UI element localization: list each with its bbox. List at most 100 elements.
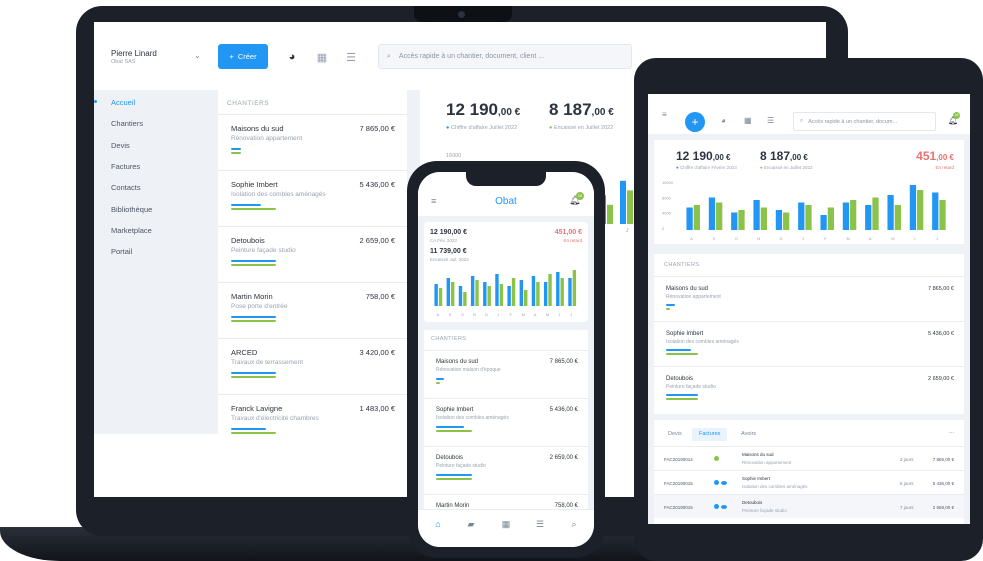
sidebar-item-portail[interactable]: Portail <box>111 247 133 257</box>
list-item[interactable]: Sophie Imbert Isolation des combles aména… <box>218 170 407 226</box>
x-tick-label: M <box>546 312 549 317</box>
sidebar-item-factures[interactable]: Factures <box>111 161 141 171</box>
home-icon[interactable]: ⌂ <box>435 519 441 529</box>
menu-icon[interactable]: ≡ <box>431 196 437 206</box>
sidebar-item-bibliothèque[interactable]: Bibliothèque <box>111 204 153 214</box>
calendar-icon[interactable]: ▦ <box>316 51 328 64</box>
chart-bar <box>708 197 716 230</box>
x-tick-label: A <box>869 236 872 241</box>
x-tick-label: D <box>780 236 783 241</box>
plus-icon: + <box>229 52 234 61</box>
list-item[interactable]: Maisons du sud Rénovation maison d'époque… <box>424 350 588 398</box>
chart-bar <box>627 190 633 224</box>
search-icon[interactable]: ⌕ <box>571 519 577 529</box>
status-dot-icon <box>714 480 719 485</box>
kpi-value: 12 190,00 € <box>446 100 521 119</box>
list-item[interactable]: Sophie Imbert Isolation des combles aména… <box>424 398 588 446</box>
tab-factures[interactable]: Factures <box>692 428 728 441</box>
list-item[interactable]: Franck Lavigne Travaux d'électricité cham… <box>218 394 407 450</box>
amount: 1 483,00 € <box>359 404 395 413</box>
sidebar-item-contacts[interactable]: Contacts <box>111 183 141 193</box>
gantt-icon[interactable]: ☰ <box>346 51 356 64</box>
status-dot-icon <box>714 504 719 509</box>
search-input[interactable]: ⌕ Accès rapide à un chantier, docum... <box>793 112 936 131</box>
invoice-id: FAC20190016 <box>664 505 693 510</box>
y-tick-label: 4000 <box>662 211 672 216</box>
user-name[interactable]: Pierre Linard <box>111 49 157 58</box>
chart-bar <box>620 180 626 224</box>
client-name: Sophie Imbert <box>666 331 704 337</box>
list-item[interactable]: Martin Morin 758,00 € <box>424 494 588 542</box>
list-item[interactable]: ARCED Travaux de terrassement 3 420,00 € <box>218 338 407 394</box>
chart-bar <box>820 215 827 230</box>
amount: 7 865,00 € <box>928 286 954 292</box>
create-button[interactable]: + Créer <box>218 44 268 69</box>
notification-badge: 16 <box>953 112 960 119</box>
chart-bar <box>775 210 783 230</box>
chart-bar <box>548 274 552 306</box>
table-row[interactable]: FAC20190014 Maisons du sud Rénovation appa… <box>654 446 964 470</box>
sidebar-nav: Accueil Chantiers Devis Factures Contacts Bib… <box>94 90 214 497</box>
x-tick-label: N <box>757 236 760 241</box>
tab-devis[interactable]: Devis <box>668 431 682 437</box>
progress-blue <box>231 316 276 318</box>
list-item[interactable]: Detoubois Peinture façade studio 2 659,00 … <box>654 366 964 411</box>
amount: 2 659,00 € <box>932 505 954 510</box>
sidebar-item-chantiers[interactable]: Chantiers <box>111 119 144 129</box>
pie-chart-icon[interactable]: ◕ <box>282 47 302 67</box>
amount: 2 659,00 € <box>928 376 954 382</box>
sidebar-item-accueil[interactable]: Accueil <box>111 98 136 107</box>
chart-bar <box>753 200 760 230</box>
amount: 7 865,00 € <box>932 457 954 462</box>
kpi-label: ● Encaissé en Juillet 2022 <box>760 165 813 170</box>
search-input[interactable]: ⌕ Accès rapide à un chantier, document, c… <box>378 44 632 69</box>
gantt-icon[interactable]: ☰ <box>535 519 545 529</box>
list-item[interactable]: Martin Morin Pose porte d'entrée 758,00 € <box>218 282 407 338</box>
list-item[interactable]: Maisons du sud Rénovation appartement 7 86… <box>654 276 964 321</box>
chart-bar <box>495 274 499 306</box>
list-item[interactable]: Sophie Imbert Isolation des combles aména… <box>654 321 964 366</box>
sidebar-item-marketplace[interactable]: Marketplace <box>111 225 152 235</box>
list-item[interactable]: Detoubois Peinture façade studio 2 659,00 … <box>424 446 588 494</box>
table-row[interactable]: FAC20190015 Sophie Imbert Isolation des co… <box>654 470 964 494</box>
bell-icon[interactable]: 🔔︎ <box>569 195 581 205</box>
menu-icon[interactable]: ≡ <box>662 110 667 119</box>
add-button[interactable]: + <box>685 112 705 132</box>
more-icon[interactable]: ... <box>948 429 954 435</box>
client-name: Sophie Imbert <box>436 407 474 413</box>
search-icon: ⌕ <box>387 52 391 60</box>
chevron-down-icon[interactable]: ⌄ <box>194 51 201 60</box>
chart-bar <box>909 185 917 230</box>
invoice-id: FAC20190014 <box>664 457 693 462</box>
list-item[interactable]: Maisons du sud Rénovation appartement 7 86… <box>218 114 407 170</box>
chart-bar <box>458 286 463 306</box>
gantt-icon[interactable]: ☰ <box>767 116 775 125</box>
calendar-icon[interactable]: ▦ <box>501 519 511 529</box>
chart-bar <box>463 292 467 306</box>
x-tick-label: O <box>735 236 738 241</box>
chat-icon[interactable]: ▰ <box>467 519 475 529</box>
project-desc: Peinture façade studio <box>231 247 296 254</box>
late-amount: 451,00 € <box>916 149 954 163</box>
table-row[interactable]: FAC20190016 Detoubois Peinture façade stud… <box>654 494 964 518</box>
tablet-screen: ≡ + ◕ ▦ ☰ ⌕ Accès rapide à un chantier, d… <box>648 94 970 524</box>
status-icons <box>714 456 730 462</box>
chart-bar <box>850 200 857 230</box>
notification-badge: 16 <box>576 192 584 200</box>
sidebar-item-devis[interactable]: Devis <box>111 140 130 150</box>
eye-icon <box>721 481 727 485</box>
delay: 2 jours <box>900 457 914 462</box>
late-value: 451,00 € <box>554 229 582 236</box>
pie-chart-icon[interactable]: ◕ <box>721 116 726 125</box>
y-tick-label: 8000 <box>662 195 672 200</box>
y-axis-label: 16000 <box>446 153 462 159</box>
progress-blue <box>666 304 675 306</box>
calendar-icon[interactable]: ▦ <box>744 116 752 125</box>
client-name: Detoubois <box>666 376 694 382</box>
status-dot-icon <box>714 456 719 461</box>
tab-avoirs[interactable]: Avoirs <box>741 431 757 437</box>
amount: 758,00 € <box>554 503 578 509</box>
bell-icon[interactable]: 🔔︎ <box>948 116 959 125</box>
list-item[interactable]: Detoubois Peinture façade studio 2 659,00 … <box>218 226 407 282</box>
